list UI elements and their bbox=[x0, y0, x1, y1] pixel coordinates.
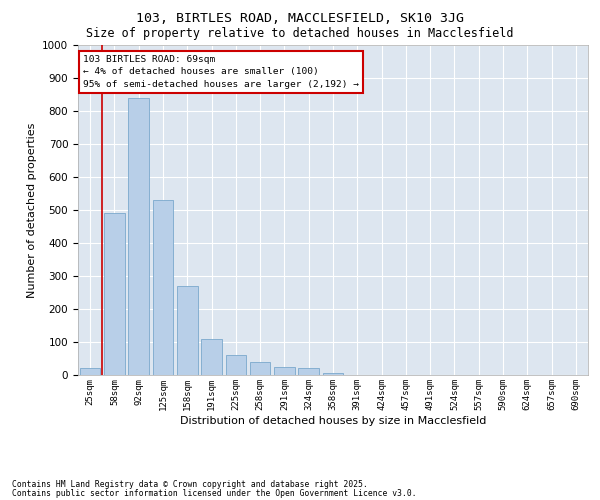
Bar bbox=[226, 355, 246, 375]
Bar bbox=[201, 338, 222, 375]
Bar bbox=[80, 368, 100, 375]
Bar bbox=[128, 98, 149, 375]
Bar bbox=[104, 214, 125, 375]
Text: Size of property relative to detached houses in Macclesfield: Size of property relative to detached ho… bbox=[86, 28, 514, 40]
Bar bbox=[274, 367, 295, 375]
X-axis label: Distribution of detached houses by size in Macclesfield: Distribution of detached houses by size … bbox=[180, 416, 486, 426]
Text: 103, BIRTLES ROAD, MACCLESFIELD, SK10 3JG: 103, BIRTLES ROAD, MACCLESFIELD, SK10 3J… bbox=[136, 12, 464, 26]
Bar bbox=[323, 374, 343, 375]
Text: Contains public sector information licensed under the Open Government Licence v3: Contains public sector information licen… bbox=[12, 488, 416, 498]
Text: Contains HM Land Registry data © Crown copyright and database right 2025.: Contains HM Land Registry data © Crown c… bbox=[12, 480, 368, 489]
Bar bbox=[177, 286, 197, 375]
Y-axis label: Number of detached properties: Number of detached properties bbox=[26, 122, 37, 298]
Bar bbox=[250, 362, 271, 375]
Text: 103 BIRTLES ROAD: 69sqm
← 4% of detached houses are smaller (100)
95% of semi-de: 103 BIRTLES ROAD: 69sqm ← 4% of detached… bbox=[83, 55, 359, 89]
Bar bbox=[152, 200, 173, 375]
Bar bbox=[298, 368, 319, 375]
